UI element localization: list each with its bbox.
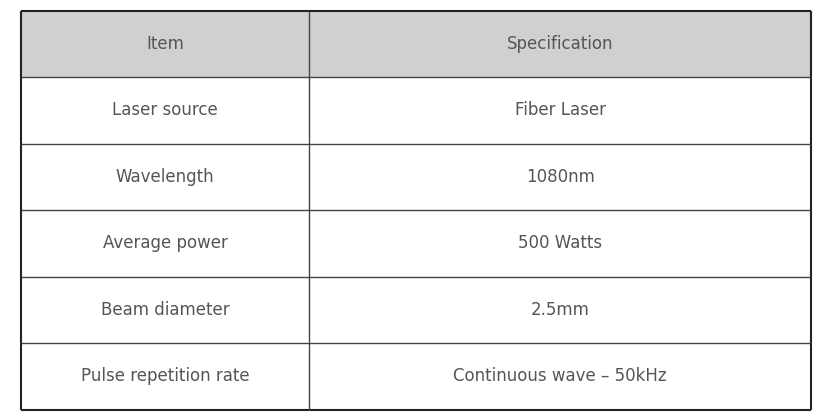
Text: Continuous wave – 50kHz: Continuous wave – 50kHz (453, 367, 667, 385)
Bar (21, 144, 310, 210)
Text: 1080nm: 1080nm (526, 168, 595, 186)
Bar (310, 144, 811, 210)
Bar (310, 343, 811, 410)
Bar (310, 276, 811, 343)
Bar (21, 276, 310, 343)
Text: Wavelength: Wavelength (116, 168, 215, 186)
Bar (21, 10, 310, 77)
Text: Average power: Average power (102, 234, 227, 252)
Bar (21, 210, 310, 276)
Text: Laser source: Laser source (112, 101, 218, 119)
Text: 2.5mm: 2.5mm (531, 301, 590, 319)
Bar (310, 10, 811, 77)
Text: Item: Item (146, 35, 184, 53)
Text: Fiber Laser: Fiber Laser (515, 101, 606, 119)
Text: 500 Watts: 500 Watts (518, 234, 602, 252)
Bar (310, 210, 811, 276)
Bar (21, 343, 310, 410)
Text: Beam diameter: Beam diameter (101, 301, 230, 319)
Bar (21, 77, 310, 144)
Text: Specification: Specification (507, 35, 613, 53)
Text: Pulse repetition rate: Pulse repetition rate (81, 367, 250, 385)
Bar (310, 77, 811, 144)
